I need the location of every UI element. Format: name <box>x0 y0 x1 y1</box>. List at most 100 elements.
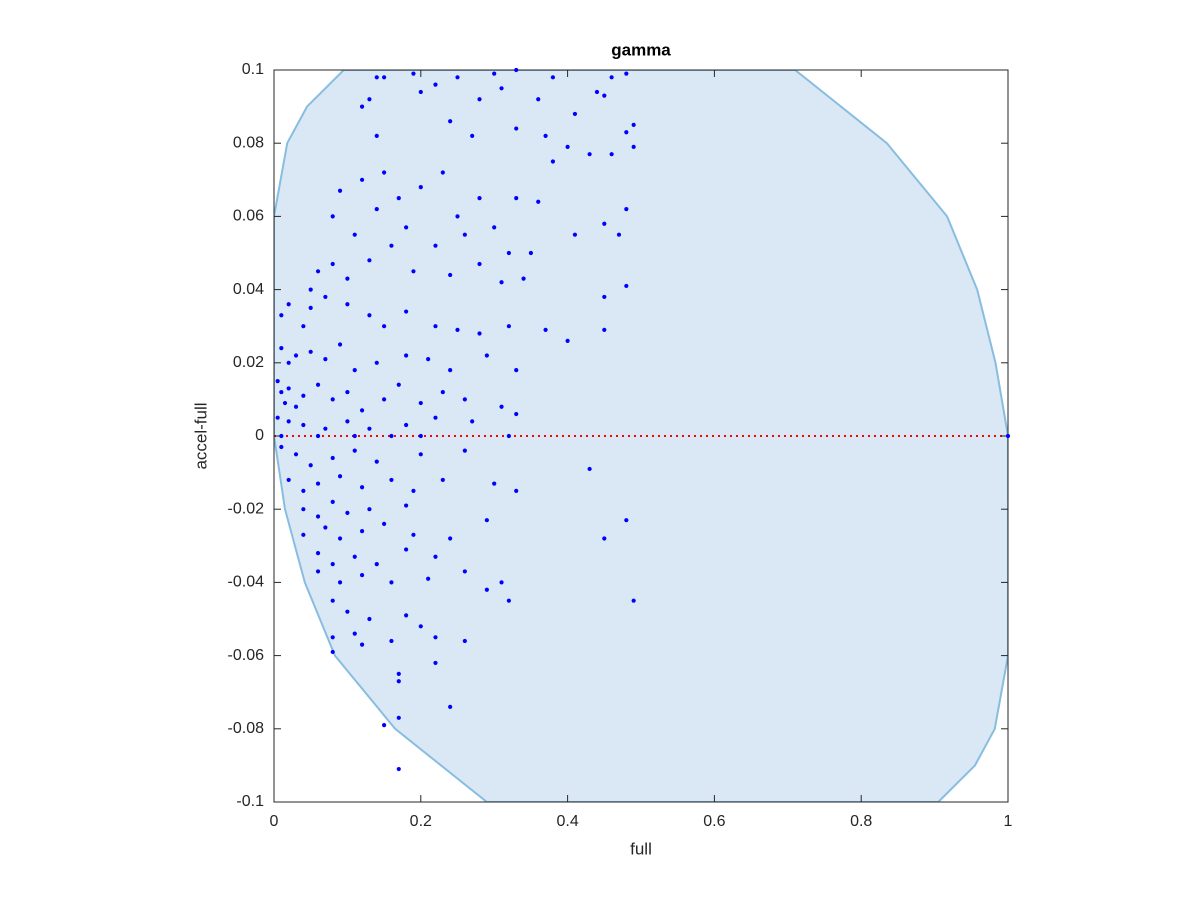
point <box>572 232 578 237</box>
point <box>345 510 350 515</box>
point <box>404 353 409 358</box>
point <box>374 562 379 567</box>
y-tick-label: 0.1 <box>242 61 264 78</box>
point <box>330 455 335 461</box>
point <box>367 97 372 102</box>
point <box>359 529 365 534</box>
point <box>389 638 394 644</box>
point <box>396 671 401 677</box>
point <box>433 635 438 640</box>
point <box>352 368 357 373</box>
point <box>514 126 519 131</box>
point <box>602 221 607 226</box>
point <box>631 144 636 149</box>
point <box>477 261 482 267</box>
point <box>308 305 313 310</box>
point <box>448 368 453 373</box>
point <box>499 280 504 285</box>
point <box>282 400 288 406</box>
point <box>440 477 445 483</box>
point <box>499 580 504 585</box>
point <box>462 397 467 402</box>
point <box>433 82 438 87</box>
point <box>337 536 343 541</box>
point <box>286 419 291 424</box>
point <box>374 133 379 138</box>
point <box>286 360 291 365</box>
point <box>323 294 328 300</box>
point <box>514 196 519 201</box>
point <box>382 324 387 329</box>
point <box>433 324 438 329</box>
point <box>301 488 306 493</box>
point <box>572 111 578 117</box>
point <box>418 452 423 457</box>
point <box>462 232 467 237</box>
point <box>624 518 629 523</box>
point <box>359 572 365 578</box>
point <box>396 196 401 201</box>
point <box>315 481 321 486</box>
point <box>396 679 401 684</box>
point <box>359 485 365 490</box>
point <box>275 379 280 384</box>
point <box>308 463 313 468</box>
point <box>367 616 372 622</box>
point <box>550 159 556 164</box>
point <box>426 357 431 362</box>
point <box>404 503 409 508</box>
point <box>587 466 592 472</box>
point <box>492 481 497 486</box>
point <box>382 170 387 175</box>
point <box>330 499 335 504</box>
point <box>359 104 365 109</box>
point <box>624 283 629 289</box>
point <box>521 276 526 281</box>
point <box>470 419 475 424</box>
point <box>396 715 401 720</box>
point <box>345 276 350 281</box>
point <box>448 704 453 709</box>
point <box>301 422 306 428</box>
y-tick-label: -0.08 <box>228 720 265 737</box>
point <box>345 302 350 307</box>
point <box>404 422 409 428</box>
point <box>323 357 328 362</box>
point <box>374 75 379 80</box>
point <box>543 327 548 332</box>
point <box>484 353 489 358</box>
point <box>396 382 401 387</box>
point <box>602 536 607 541</box>
point <box>279 346 284 351</box>
point <box>374 206 379 212</box>
point <box>624 71 629 76</box>
point <box>315 382 321 387</box>
x-tick-label: 0.6 <box>703 813 725 830</box>
point <box>455 214 460 219</box>
point <box>293 452 299 457</box>
y-tick-label: 0.06 <box>233 208 264 225</box>
point <box>382 75 387 80</box>
point <box>624 206 629 212</box>
point <box>352 448 357 453</box>
point <box>440 170 445 175</box>
point <box>301 532 306 537</box>
point <box>382 397 387 402</box>
point <box>484 518 489 523</box>
chart-title: gamma <box>611 40 671 59</box>
point <box>514 411 519 417</box>
y-tick-label: -0.04 <box>228 574 265 591</box>
point <box>293 404 299 409</box>
point <box>462 448 467 453</box>
point <box>602 294 607 300</box>
point <box>448 536 453 541</box>
point <box>433 243 438 248</box>
point <box>506 433 511 439</box>
point <box>301 324 306 329</box>
point <box>462 638 467 644</box>
point <box>499 404 504 409</box>
point <box>418 185 423 190</box>
y-tick-label: 0.04 <box>233 281 264 298</box>
point <box>587 152 592 157</box>
point <box>470 133 475 138</box>
